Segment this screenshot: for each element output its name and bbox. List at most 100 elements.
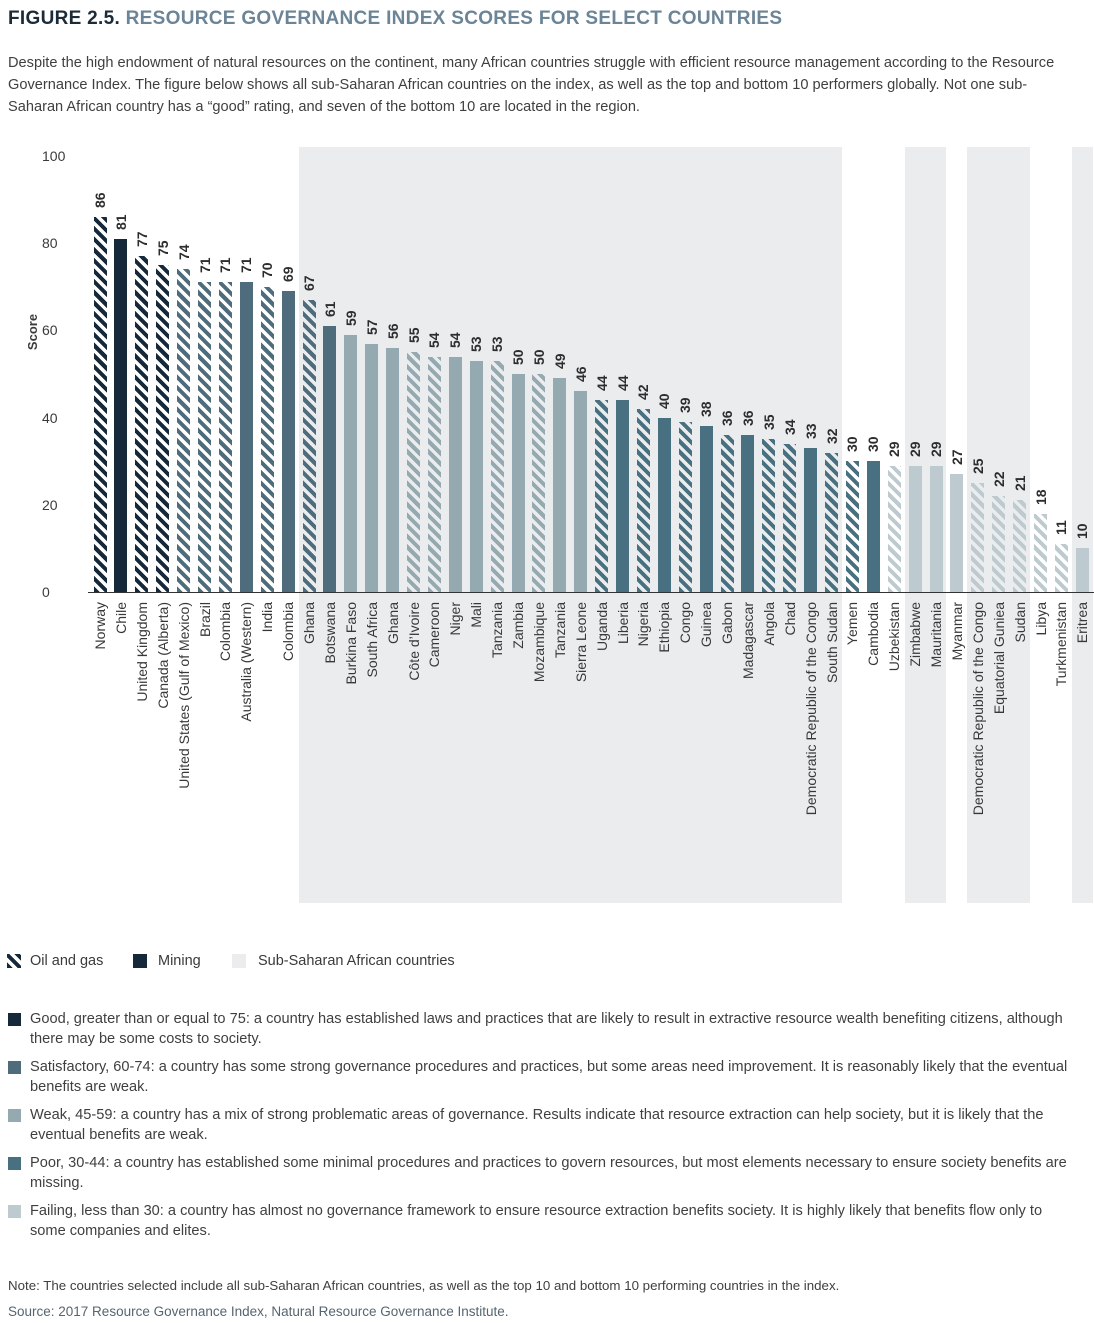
bar-value-label: 50 (530, 349, 547, 365)
bar-country-label: Turkmenistan (1053, 602, 1070, 687)
legend-swatch-ssa (232, 954, 246, 968)
x-axis-line (88, 592, 1094, 593)
bar-country-label: Australia (Western) (238, 602, 255, 722)
bar (239, 282, 253, 592)
rating-swatch-failing (8, 1205, 21, 1218)
y-tick-label: 40 (42, 409, 58, 426)
bar-country-label: Botswana (321, 602, 338, 664)
bar-country-label: Mozambique (530, 602, 547, 683)
bar (281, 291, 295, 592)
bar-country-label: India (259, 602, 276, 633)
bar-country-label: Tanzania (489, 602, 506, 659)
bar (365, 343, 379, 592)
bar-value-label: 53 (489, 336, 506, 352)
bar-value-label: 44 (614, 375, 631, 392)
rating-item-good: Good, greater than or equal to 75: a cou… (8, 1010, 1074, 1049)
y-tick-label: 80 (42, 235, 58, 252)
bar (323, 326, 337, 592)
bar (469, 360, 483, 592)
bar-country-label: Yemen (844, 602, 861, 646)
bar-country-label: Uzbekistan (886, 602, 903, 672)
bar-country-label: Myanmar (948, 602, 965, 661)
bar-country-label: Liberia (614, 602, 631, 645)
bar-country-label: Tanzania (551, 602, 568, 659)
bar-value-label: 55 (405, 327, 422, 344)
bar (574, 391, 588, 592)
bar-value-label: 32 (823, 427, 840, 444)
bar-value-label: 36 (739, 410, 756, 426)
bar (908, 465, 922, 592)
bar-value-label: 35 (760, 414, 777, 431)
bar (302, 299, 316, 592)
bar-value-label: 81 (112, 214, 129, 230)
bar-value-label: 74 (175, 244, 192, 261)
rating-swatch-poor (8, 1157, 21, 1170)
bar-value-label: 29 (886, 441, 903, 457)
bar-value-label: 77 (133, 231, 150, 248)
bar-value-label: 22 (990, 471, 1007, 488)
bar (114, 238, 128, 592)
bar-country-label: Equatorial Guniea (990, 602, 1007, 715)
bar-value-label: 34 (781, 419, 798, 435)
ssa-band (1071, 147, 1093, 903)
rating-item-failing: Failing, less than 30: a country has alm… (8, 1202, 1074, 1241)
legend-swatch-oil-gas (7, 954, 21, 968)
bar (678, 422, 692, 592)
legend-label: Sub-Saharan African countries (258, 953, 455, 969)
rating-text: Failing, less than 30: a country has alm… (30, 1203, 1043, 1239)
bar-country-label: Sudan (1011, 602, 1028, 643)
y-tick-label: 20 (42, 496, 58, 513)
bar (825, 452, 838, 592)
rating-item-satisfactory: Satisfactory, 60-74: a country has some … (8, 1058, 1074, 1097)
y-tick-label: 60 (42, 322, 58, 339)
bar (260, 286, 274, 592)
bar (427, 356, 441, 592)
bar-value-label: 33 (802, 423, 819, 440)
bar (783, 443, 797, 592)
bar-value-label: 21 (1011, 475, 1028, 492)
figure-label: FIGURE 2.5. (8, 8, 121, 29)
bar-country-label: Norway (92, 602, 108, 650)
bar-value-label: 44 (593, 375, 610, 392)
bar-country-label: Burkina Faso (342, 602, 359, 685)
figure-title: RESOURCE GOVERNANCE INDEX SCORES FOR SEL… (125, 8, 783, 29)
bar-country-label: Cameroon (426, 602, 443, 668)
bar-country-label: Madagascar (739, 602, 756, 680)
bar-country-label: Ghana (301, 602, 317, 645)
rating-item-weak: Weak, 45-59: a country has a mix of stro… (8, 1106, 1074, 1145)
bar-country-label: Zimbabwe (907, 602, 924, 667)
bar-country-label: United Kingdom (133, 602, 150, 702)
bar (553, 378, 567, 592)
bar-country-label: Nigeria (635, 602, 652, 647)
bar-value-label: 56 (384, 323, 401, 339)
bar (741, 435, 755, 592)
bar (992, 496, 1006, 592)
legend-label: Oil and gas (30, 953, 104, 969)
bar (616, 400, 629, 592)
bar-value-label: 29 (928, 441, 944, 457)
bar (845, 461, 859, 592)
bar-value-label: 40 (656, 393, 673, 409)
bar (1075, 548, 1089, 592)
bar-country-label: Chile (112, 602, 129, 634)
legend-label: Mining (158, 953, 201, 969)
bar (762, 439, 776, 592)
bar (971, 483, 985, 592)
bar (532, 374, 546, 592)
y-axis-label: Score (25, 313, 40, 351)
y-tick-label: 0 (42, 584, 50, 600)
bar-value-label: 86 (92, 192, 108, 208)
rating-swatch-satisfactory (8, 1061, 21, 1074)
figure-title-row: FIGURE 2.5. RESOURCE GOVERNANCE INDEX SC… (8, 8, 782, 30)
bar-country-label: Brazil (196, 602, 213, 638)
bar-country-label: Democratic Republic of the Congo (802, 602, 819, 816)
bar-value-label: 71 (238, 257, 255, 274)
bar (720, 435, 734, 592)
bar-country-label: Uganda (593, 602, 610, 652)
bar (950, 474, 964, 592)
bar (1034, 513, 1047, 592)
bar (1054, 544, 1068, 592)
bar-country-label: Côte d’Ivoire (405, 602, 422, 681)
bar (135, 256, 149, 592)
